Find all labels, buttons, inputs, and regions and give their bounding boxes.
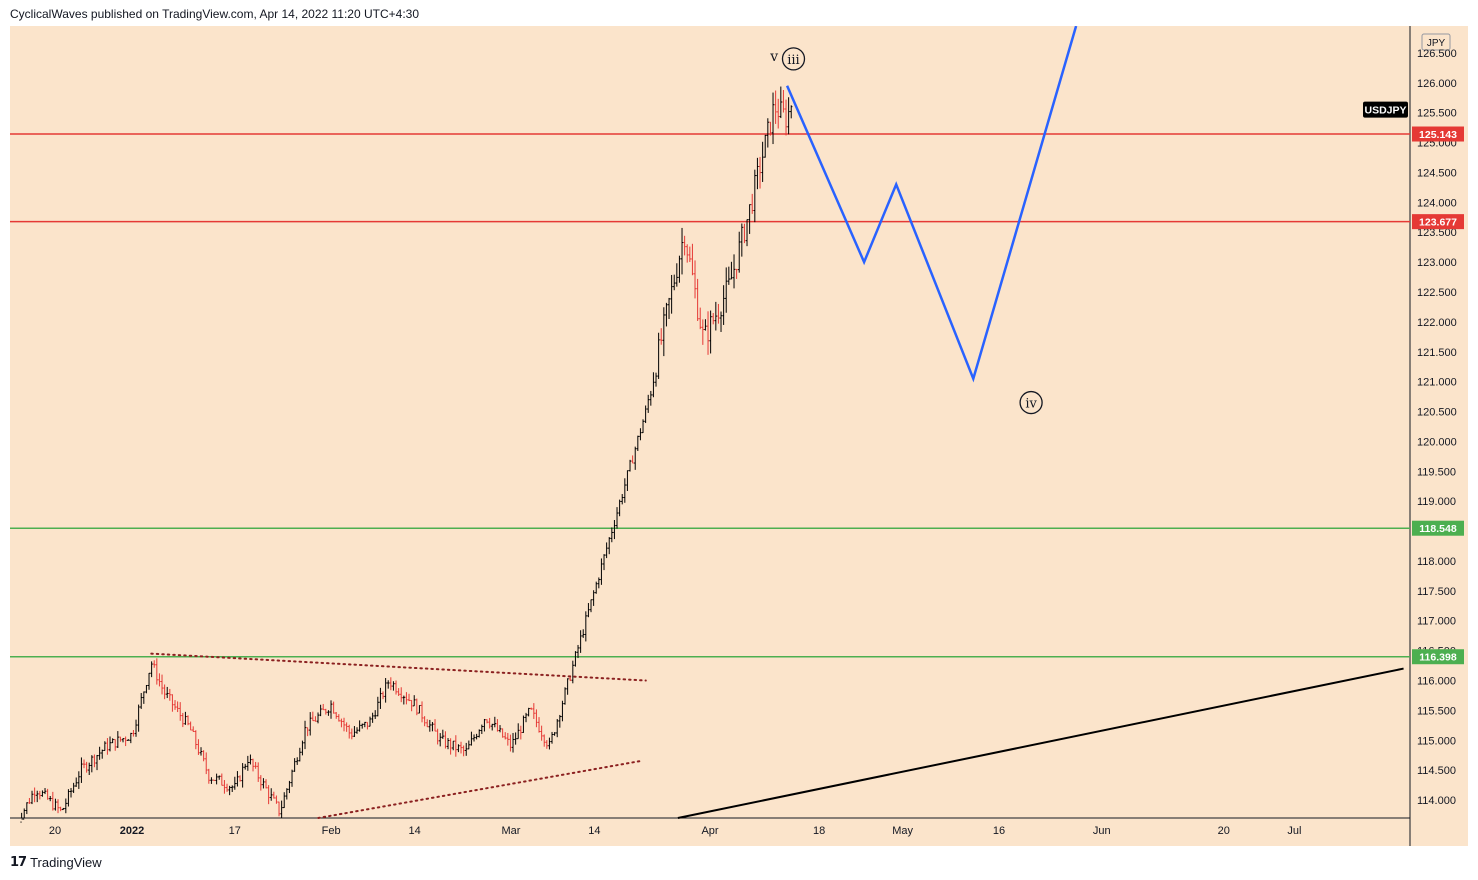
- publish-info: CyclicalWaves published on TradingView.c…: [10, 7, 420, 21]
- price-level-badge: [1412, 126, 1464, 142]
- triangle-upper-line: [150, 652, 647, 682]
- tradingview-logo-icon: 𝟭𝟳: [10, 854, 27, 870]
- triangle-lower-line: [317, 760, 641, 819]
- y-tick-label: 116.000: [1417, 676, 1456, 688]
- x-tick-label: 16: [993, 825, 1005, 837]
- y-tick-label: 126.000: [1417, 78, 1457, 90]
- x-tick-label: 18: [813, 825, 825, 837]
- x-tick-label: 14: [408, 825, 420, 837]
- symbol-badge-text: USDJPY: [1364, 105, 1406, 117]
- y-tick-label: 123.000: [1417, 257, 1457, 269]
- y-tick-label: 114.500: [1417, 765, 1456, 777]
- price-level-badge-text: 125.143: [1419, 129, 1457, 141]
- wave-label-iv: iv: [1025, 397, 1037, 412]
- x-tick-label: Jun: [1093, 825, 1111, 837]
- y-tick-label: 124.000: [1417, 197, 1457, 209]
- y-tick-label: 126.500: [1417, 48, 1457, 60]
- wave-label-iii: iii: [787, 53, 799, 68]
- wave-label-circle: [1019, 390, 1043, 415]
- price-axis-background: [1410, 26, 1468, 846]
- y-tick-label: 122.500: [1417, 287, 1457, 299]
- x-tick-label: 20: [49, 825, 61, 837]
- y-tick-label: 121.000: [1417, 377, 1457, 389]
- y-tick-label: 124.500: [1417, 167, 1457, 179]
- y-tick-label: 120.000: [1417, 436, 1457, 448]
- plot-background: [10, 26, 1410, 818]
- y-tick-label: 119.000: [1417, 496, 1456, 508]
- y-tick-label: 117.000: [1417, 616, 1456, 628]
- x-tick-label: Mar: [501, 825, 520, 837]
- x-tick-label: Jul: [1287, 825, 1301, 837]
- y-tick-label: 119.500: [1417, 466, 1456, 478]
- x-tick-label: Apr: [701, 825, 718, 837]
- wave-label-circle: [781, 47, 806, 71]
- x-tick-label: May: [892, 825, 913, 837]
- currency-badge-frame: [1421, 33, 1451, 51]
- y-tick-label: 125.500: [1417, 108, 1457, 120]
- x-tick-label: 14: [588, 825, 600, 837]
- y-tick-label: 120.500: [1417, 407, 1457, 419]
- wave-label-v: v: [769, 49, 778, 65]
- footer: 𝟭𝟳 TradingView: [10, 852, 102, 872]
- x-tick-label: 2022: [120, 825, 144, 837]
- y-tick-label: 117.500: [1417, 586, 1456, 598]
- price-level-badge-text: 123.677: [1419, 217, 1457, 229]
- y-tick-label: 121.500: [1417, 347, 1457, 359]
- long-term-trendline: [677, 667, 1404, 819]
- y-tick-label: 114.000: [1417, 795, 1456, 807]
- time-axis-background: [10, 818, 1410, 846]
- y-tick-label: 115.500: [1417, 705, 1456, 717]
- footer-brand: TradingView: [30, 854, 102, 870]
- y-tick-label: 118.000: [1417, 556, 1456, 568]
- elliott-projection-path: [785, 26, 1078, 383]
- x-tick-label: Feb: [322, 825, 341, 837]
- y-tick-label: 122.000: [1417, 317, 1457, 329]
- symbol-badge: [1363, 101, 1408, 118]
- price-level-badge-text: 116.398: [1419, 652, 1457, 664]
- currency-label: JPY: [1427, 38, 1446, 49]
- price-chart[interactable]: v iii iv JPY 114.000 114.500 115.000 115.500 11…: [10, 26, 1468, 846]
- y-tick-label: 115.000: [1417, 735, 1456, 747]
- price-level-badge-text: 118.548: [1419, 523, 1457, 535]
- price-level-badge: [1412, 520, 1464, 536]
- price-level-badge: [1412, 649, 1464, 665]
- chart-container[interactable]: v iii iv JPY 114.000 114.500 115.000 115.500 11…: [10, 26, 1468, 846]
- x-tick-label: 17: [229, 825, 241, 837]
- price-level-badge: [1412, 214, 1464, 230]
- y-tick-label: 123.500: [1417, 227, 1457, 239]
- x-tick-label: 20: [1218, 825, 1230, 837]
